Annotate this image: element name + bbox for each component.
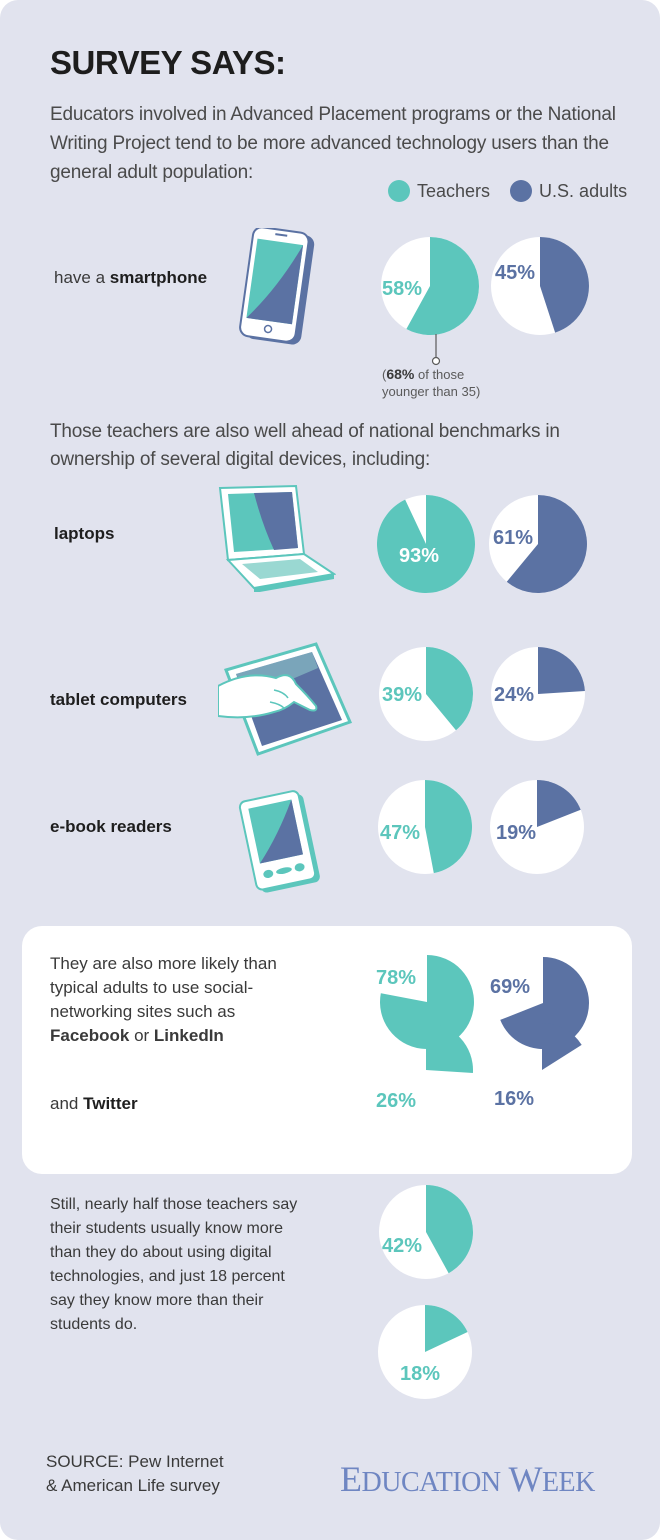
pie-smartphone-adults <box>491 237 589 335</box>
pct-smartphone-teachers: 58% <box>382 278 423 300</box>
label-laptops: laptops <box>54 524 114 544</box>
pct-facebook-teachers: 78% <box>376 967 417 989</box>
pie-facebook-teachers <box>379 955 474 1049</box>
note-bold: 68% <box>386 366 415 382</box>
legend-teachers: Teachers <box>388 180 490 202</box>
note-open: ( <box>382 367 387 382</box>
pie-facebook-teachers-slice <box>379 955 474 1049</box>
pie-smartphone-teachers-slice <box>406 237 479 335</box>
pie-twitter-teachers-slice <box>426 1023 474 1073</box>
label-smartphone-bold: smartphone <box>109 268 208 287</box>
pct-facebook-adults: 69% <box>490 976 531 998</box>
pie-tablets-adults <box>491 647 585 741</box>
pie-students-know-more <box>379 1185 474 1279</box>
logo-w: W <box>508 1459 542 1499</box>
logo-e: E <box>340 1459 362 1499</box>
source-line1: SOURCE: Pew Internet <box>46 1452 224 1471</box>
pie-facebook-adults-slice <box>500 957 590 1049</box>
note-text2: younger than 35) <box>382 384 481 399</box>
note-pointer <box>431 334 441 366</box>
facebook-label: Facebook <box>50 1026 130 1045</box>
pct-teachers-know-more: 18% <box>400 1363 441 1385</box>
pie-ereaders-teachers-slice <box>425 780 473 874</box>
pie-smartphone-teachers <box>381 237 479 335</box>
legend-adults-label: U.S. adults <box>539 180 628 201</box>
legend-teachers-dot <box>388 180 410 202</box>
pie-laptops-teachers-slice <box>376 495 475 593</box>
source-note: SOURCE: Pew Internet & American Life sur… <box>46 1450 224 1498</box>
intro-text: Educators involved in Advanced Placement… <box>50 104 616 183</box>
twitter-and: and <box>50 1094 84 1113</box>
pie-twitter-adults-slice <box>542 1023 582 1070</box>
mid-text: Those teachers are also well ahead of na… <box>50 421 560 470</box>
social-panel <box>22 926 632 1174</box>
label-tablets: tablet computers <box>50 690 187 710</box>
pct-students-know-more: 42% <box>382 1235 423 1257</box>
pie-students-know-more-slice <box>426 1185 474 1274</box>
label-ereaders: e-book readers <box>50 817 172 837</box>
legend: Teachers U.S. adults <box>388 180 647 202</box>
label-smartphone: have a smartphone <box>54 268 207 288</box>
education-week-logo: EDUCATION WEEK <box>340 1458 595 1500</box>
logo-ducation: DUCATION <box>361 1467 502 1498</box>
pie-laptops-adults-slice <box>506 495 587 593</box>
twitter-label: Twitter <box>83 1094 138 1113</box>
ereader-icon <box>238 790 320 893</box>
pie-tablets-adults-slice <box>538 647 585 694</box>
label-ereaders-bold: e-book readers <box>50 817 172 836</box>
tablet-icon <box>218 642 353 756</box>
pie-laptops-teachers <box>376 495 475 593</box>
pie-facebook-adults <box>500 957 590 1049</box>
page-title: SURVEY SAYS: <box>50 44 286 81</box>
linkedin-label: LinkedIn <box>153 1026 224 1045</box>
pct-twitter-adults: 16% <box>494 1088 535 1110</box>
pie-teachers-know-more-slice <box>425 1305 468 1352</box>
legend-adults: U.S. adults <box>510 180 627 202</box>
logo-eek: EEK <box>541 1467 595 1498</box>
smartphone-icon <box>239 228 315 345</box>
pie-ereaders-adults-slice <box>537 780 581 827</box>
twitter-text: and Twitter <box>50 1094 138 1114</box>
pie-twitter-teachers <box>426 1023 474 1073</box>
pie-teachers-know-more <box>378 1305 472 1399</box>
legend-teachers-label: Teachers <box>417 180 491 201</box>
smartphone-note: (68% of those younger than 35) <box>382 366 522 400</box>
pct-ereaders-adults: 19% <box>496 822 537 844</box>
social-or: or <box>129 1026 154 1045</box>
social-line1: They are also more likely than typical a… <box>50 954 277 1021</box>
pie-laptops-adults <box>489 495 587 593</box>
social-text: They are also more likely than typical a… <box>50 952 300 1048</box>
pct-twitter-teachers: 26% <box>376 1090 417 1112</box>
note-text1: of those <box>414 367 465 382</box>
label-smartphone-prefix: have a <box>54 268 110 287</box>
label-laptops-bold: laptops <box>54 524 115 543</box>
pct-tablets-teachers: 39% <box>382 684 423 706</box>
pct-smartphone-adults: 45% <box>495 262 536 284</box>
pct-laptops-adults: 61% <box>493 527 534 549</box>
pie-ereaders-teachers <box>378 780 473 874</box>
pct-ereaders-teachers: 47% <box>380 822 421 844</box>
pie-smartphone-adults-slice <box>540 237 589 333</box>
still-text: Still, nearly half those teachers say th… <box>50 1196 298 1333</box>
pie-twitter-adults <box>542 1023 582 1070</box>
pie-tablets-teachers <box>379 647 473 741</box>
pct-tablets-adults: 24% <box>494 684 535 706</box>
pie-ereaders-adults <box>490 780 584 874</box>
label-tablets-bold: tablet computers <box>50 690 187 709</box>
legend-adults-dot <box>510 180 533 202</box>
pct-laptops-teachers: 93% <box>399 545 440 567</box>
pie-tablets-teachers-slice <box>426 647 473 731</box>
laptop-icon <box>218 484 336 592</box>
source-line2: & American Life survey <box>46 1476 220 1495</box>
